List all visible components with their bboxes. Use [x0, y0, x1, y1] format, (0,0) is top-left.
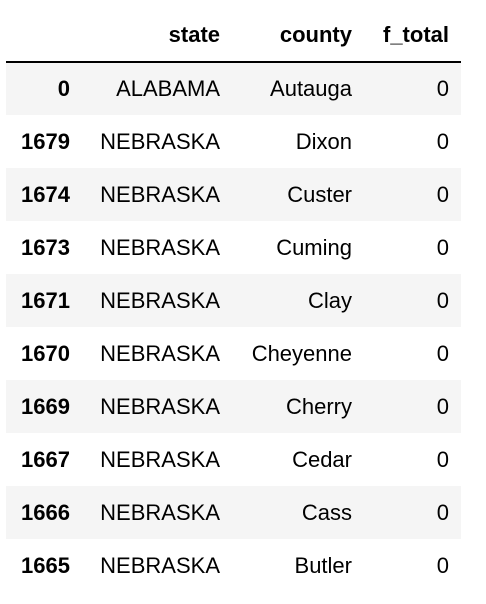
cell-state: NEBRASKA [100, 499, 220, 525]
cell-f-total: 0 [436, 287, 449, 313]
table-body: 0 ALABAMA Autauga 0 1679 NEBRASKA Dixon 0 1674 NE… [6, 62, 461, 592]
table-row: 0 ALABAMA Autauga 0 [6, 62, 461, 115]
cell-county: Cherry [285, 393, 352, 419]
table-row: 1674 NEBRASKA Custer 0 [6, 168, 461, 221]
cell-f-total: 0 [436, 446, 449, 472]
cell-f-total: 0 [436, 181, 449, 207]
header-f-total: f_total [364, 8, 461, 63]
cell-state: NEBRASKA [100, 234, 220, 260]
table-row: 1671 NEBRASKA Clay 0 [6, 274, 461, 327]
cell-f-total: 0 [436, 552, 449, 578]
header-county: county [232, 8, 364, 63]
cell-f-total: 0 [436, 76, 449, 101]
row-index: 1666 [21, 499, 70, 525]
table-row: 1667 NEBRASKA Cedar 0 [6, 433, 461, 486]
row-index: 1674 [21, 181, 70, 207]
cell-county: Dixon [295, 128, 352, 154]
cell-county: Cass [301, 499, 352, 525]
cell-county: Autauga [270, 76, 352, 101]
cell-state: ALABAMA [116, 76, 220, 101]
cell-county: Clay [307, 287, 352, 313]
dataframe-output: state county f_total 0 ALABAMA Autauga 0 167… [6, 8, 461, 592]
header-row: state county f_total [6, 8, 461, 63]
cell-county: Cheyenne [251, 340, 352, 366]
header-state: state [82, 8, 232, 63]
cell-state: NEBRASKA [100, 552, 220, 578]
cell-state: NEBRASKA [100, 128, 220, 154]
cell-county: Cedar [292, 446, 352, 472]
table-row: 1673 NEBRASKA Cuming 0 [6, 221, 461, 274]
cell-state: NEBRASKA [100, 446, 220, 472]
row-index: 1679 [21, 128, 70, 154]
cell-state: NEBRASKA [100, 340, 220, 366]
table-row: 1666 NEBRASKA Cass 0 [6, 486, 461, 539]
row-index: 1667 [21, 446, 70, 472]
row-index: 1671 [21, 287, 70, 313]
row-index: 1673 [21, 234, 70, 260]
cell-state: NEBRASKA [100, 287, 220, 313]
header-index [6, 8, 82, 63]
cell-county: Butler [294, 552, 352, 578]
table-row: 1665 NEBRASKA Butler 0 [6, 539, 461, 592]
cell-county: Custer [287, 181, 352, 207]
table-row: 1679 NEBRASKA Dixon 0 [6, 115, 461, 168]
cell-f-total: 0 [436, 499, 449, 525]
table-header: state county f_total [6, 8, 461, 63]
cell-f-total: 0 [436, 128, 449, 154]
cell-county: Cuming [276, 234, 352, 260]
row-index: 1665 [21, 552, 70, 578]
row-index: 1670 [21, 340, 70, 366]
cell-f-total: 0 [436, 340, 449, 366]
dataframe-table: state county f_total 0 ALABAMA Autauga 0 167… [6, 8, 461, 592]
row-index: 1669 [21, 393, 70, 419]
cell-f-total: 0 [436, 393, 449, 419]
cell-state: NEBRASKA [100, 393, 220, 419]
table-row: 1669 NEBRASKA Cherry 0 [6, 380, 461, 433]
row-index: 0 [57, 76, 70, 101]
cell-state: NEBRASKA [100, 181, 220, 207]
cell-f-total: 0 [436, 234, 449, 260]
table-row: 1670 NEBRASKA Cheyenne 0 [6, 327, 461, 380]
